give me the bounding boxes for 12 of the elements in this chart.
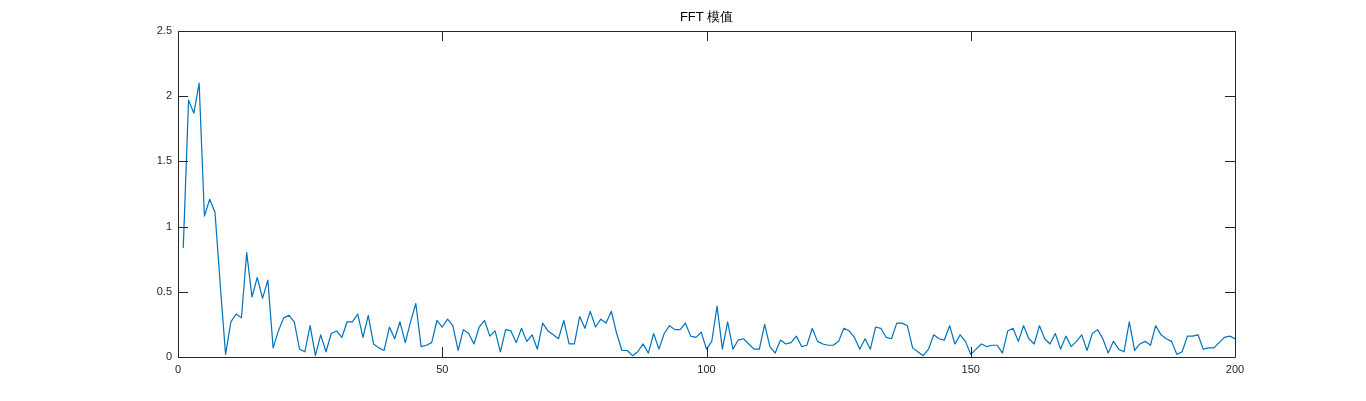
x-tick-label: 100 — [697, 362, 716, 375]
y-tick-label: 1.5 — [156, 154, 172, 167]
x-tick-label: 50 — [436, 362, 449, 375]
y-tick-label: 2 — [165, 89, 172, 102]
y-tick-label: 1 — [165, 219, 172, 232]
y-tick-label: 0 — [165, 350, 172, 363]
x-tick-label: 200 — [1225, 362, 1245, 375]
chart-title: FFT 模值 — [679, 8, 734, 24]
y-tick-label: 2.5 — [156, 24, 172, 37]
x-tick-label: 150 — [961, 362, 980, 375]
x-tick-label: 0 — [174, 362, 182, 375]
y-tick-label: 0.5 — [156, 284, 172, 297]
